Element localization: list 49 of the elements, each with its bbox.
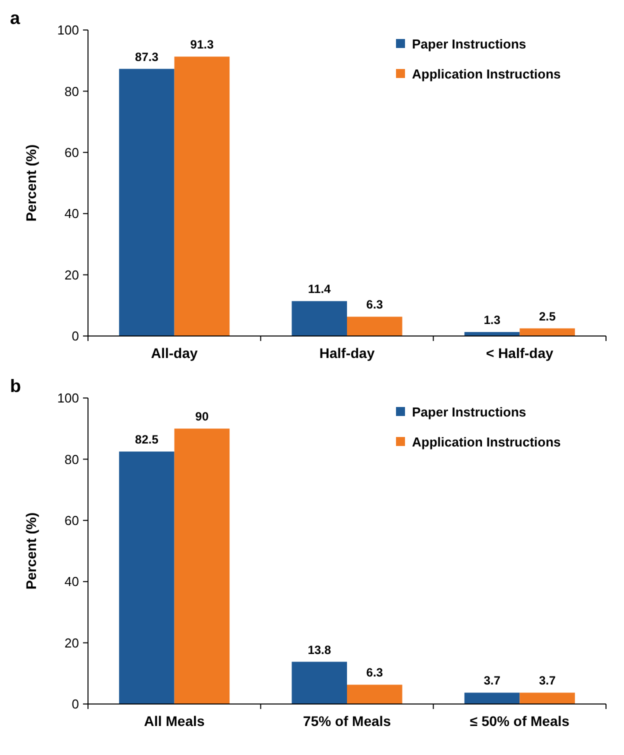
bar — [347, 316, 402, 336]
y-tick-label: 40 — [64, 206, 79, 222]
data-label: 11.4 — [308, 282, 332, 296]
legend-label: Paper Instructions — [412, 36, 526, 52]
data-label: 13.8 — [308, 642, 332, 657]
legend-label: Application Instructions — [412, 434, 561, 450]
bar — [119, 68, 174, 336]
y-axis-title: Percent (%) — [23, 144, 39, 222]
x-tick-label: 75% of Meals — [303, 713, 392, 729]
data-label: 90 — [195, 410, 209, 424]
x-tick-label: All Meals — [144, 713, 205, 729]
bar — [119, 452, 174, 704]
y-tick-label: 20 — [64, 635, 79, 650]
y-tick-label: 60 — [64, 512, 79, 528]
data-label: 82.5 — [135, 432, 159, 447]
x-tick-label: < Half-day — [486, 345, 554, 361]
data-label: 2.5 — [538, 309, 556, 324]
legend-label: Paper Instructions — [412, 404, 526, 420]
legend-label: Application Instructions — [412, 66, 561, 82]
y-tick-label: 20 — [64, 267, 79, 282]
x-tick-label: ≤ 50% of Meals — [470, 713, 570, 729]
y-tick-label: 60 — [64, 144, 79, 160]
data-label: 91.3 — [190, 38, 214, 52]
chart-title: b — [10, 376, 21, 396]
bar — [520, 692, 575, 704]
bar — [292, 662, 347, 704]
y-tick-label: 100 — [57, 22, 79, 38]
y-tick-label: 100 — [57, 390, 79, 406]
bar — [464, 692, 520, 704]
data-label: 6.3 — [366, 666, 384, 680]
y-tick-label: 0 — [72, 328, 79, 344]
data-label: 1.3 — [484, 313, 501, 328]
x-tick-label: Half-day — [319, 345, 375, 361]
y-axis-title: Percent (%) — [23, 512, 39, 590]
bar — [174, 428, 230, 704]
bar — [520, 328, 575, 336]
x-tick-label: All-day — [150, 345, 198, 361]
bar — [347, 684, 402, 704]
data-label: 3.7 — [484, 674, 501, 688]
y-tick-label: 40 — [64, 574, 79, 590]
chart-title: a — [10, 8, 21, 28]
bar — [292, 301, 347, 336]
y-tick-label: 80 — [64, 452, 79, 467]
y-tick-label: 80 — [64, 84, 79, 99]
data-label: 3.7 — [538, 674, 556, 688]
y-tick-label: 0 — [72, 696, 79, 712]
bar — [174, 56, 230, 336]
data-label: 87.3 — [135, 50, 159, 64]
data-label: 6.3 — [366, 298, 384, 312]
